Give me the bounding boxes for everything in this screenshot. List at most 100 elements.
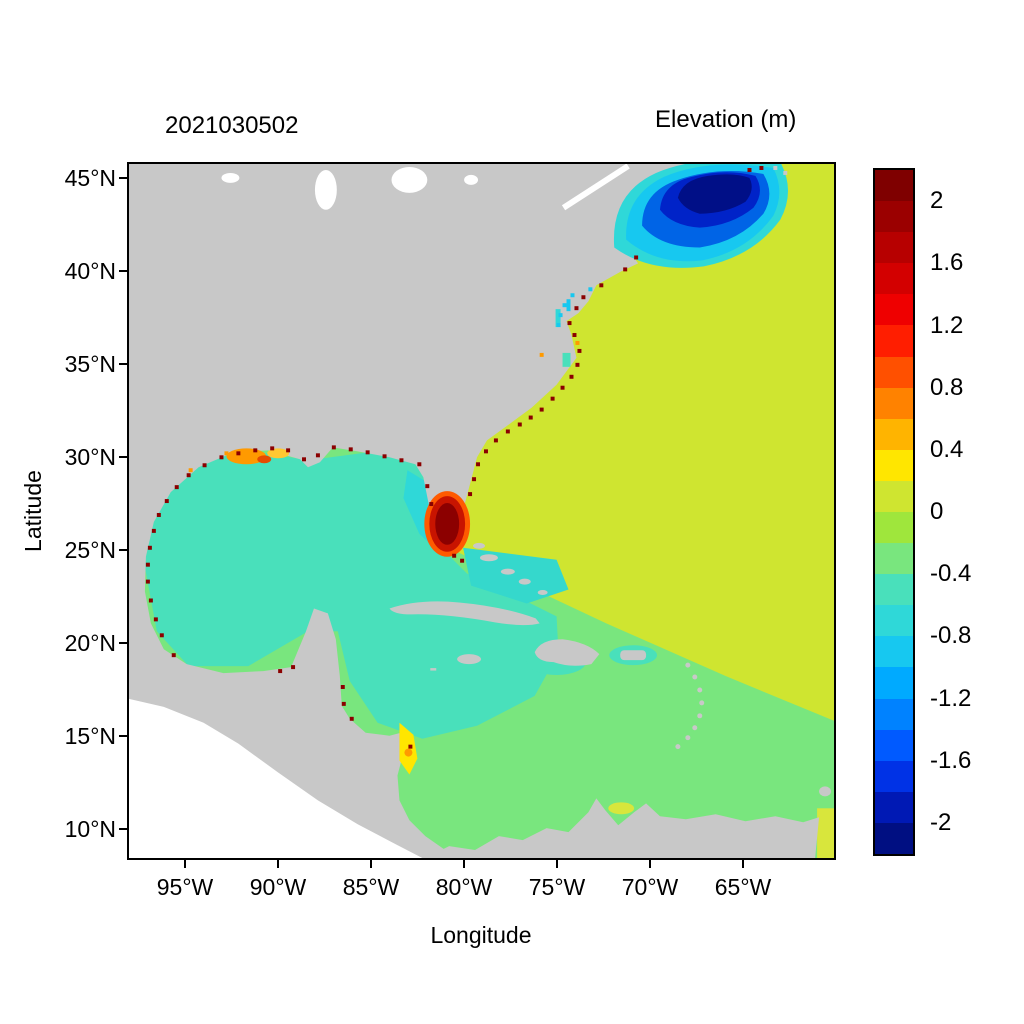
darkred-coastal-speck [186,473,191,478]
lesser-antilles-arc [675,662,705,750]
x-tick-mark [184,860,186,868]
x-tick-mark [649,860,651,868]
y-tick-mark [119,642,127,644]
colorbar-band [875,791,913,824]
colorbar-band [875,698,913,731]
maine-blob-deep [677,174,752,214]
colorbar-label: -1.6 [930,746,972,774]
darkred-coastal-speck [291,665,296,670]
orange-coastal-speck [188,468,193,473]
water-bahamas-banks [463,547,569,604]
darkred-coastal-speck [460,558,465,563]
gray-coastal-speck [773,165,778,170]
darkred-coastal-speck [174,485,179,490]
darkred-coastal-speck [550,396,555,401]
orange-coastal-speck [575,340,580,345]
colorbar-band [875,574,913,606]
colorbar-band [875,667,913,700]
colorbar-band [875,263,913,295]
y-tick-label: 25°N [64,537,116,563]
darkred-coastal-speck [253,448,258,453]
darkred-coastal-speck [145,579,150,584]
lesser-antilles-island [692,674,698,680]
island-cayman [430,668,437,671]
colorbar-band [875,325,913,358]
water-venezuela-edge [817,808,834,858]
x-tick-label: 65°W [714,874,772,900]
island-bahamas-5 [537,590,548,596]
florida-blob-core [435,503,460,545]
land-south-america [425,798,820,858]
darkred-coastal-speck [569,374,574,379]
y-tick-mark [119,270,127,272]
x-tick-label: 80°W [435,874,493,900]
pamlico-sound-patch [562,352,571,367]
darkred-coastal-speck [340,684,345,689]
darkred-coastal-speck [348,447,353,452]
lesser-antilles-island [685,735,691,741]
darkred-coastal-speck [147,545,152,550]
darkred-coastal-speck [399,458,404,463]
colorbar-band [875,294,913,327]
colorbar-band [875,605,913,637]
darkred-coastal-speck [164,499,169,504]
island-hispaniola [534,639,600,666]
lake-michigan [314,169,337,210]
y-tick-label: 40°N [64,258,116,284]
lesser-antilles-island [699,700,705,706]
darkred-coastal-speck [341,701,346,706]
x-tick-label: 75°W [528,874,586,900]
x-tick-label: 70°W [621,874,679,900]
island-bahamas-3 [518,578,531,585]
darkred-coastal-speck [528,415,533,420]
darkred-coastal-speck [151,528,156,533]
x-axis-title: Longitude [430,922,532,948]
lesser-antilles-island [692,725,698,731]
darkred-coastal-speck [574,306,579,311]
island-puerto-rico [620,650,647,661]
y-tick-label: 45°N [64,165,116,191]
island-cuba [389,601,540,626]
lake-ontario [464,174,479,185]
colorbar-label: -0.8 [930,622,972,650]
island-bahamas-4 [473,542,485,549]
y-tick-label: 20°N [64,630,116,656]
colorbar-band [875,512,913,544]
plot-date-title: 2021030502 [165,112,299,139]
coastline-specks [145,165,788,749]
lesser-antilles-island [697,687,703,693]
x-tick-label: 90°W [249,874,307,900]
lesser-antilles-island [685,662,691,668]
darkred-coastal-speck [452,553,457,558]
cyan-coastal-speck [570,293,575,298]
y-tick-label: 30°N [64,444,116,470]
darkred-coastal-speck [153,617,158,622]
darkred-coastal-speck [286,448,291,453]
nicaragua-orange-dot [404,748,413,757]
colorbar-band [875,480,913,513]
darkred-coastal-speck [425,484,430,489]
island-bahamas-2 [500,568,515,575]
chesapeake-bay-patch [555,309,561,328]
orange-coastal-speck [539,352,544,357]
darkred-coastal-speck [382,454,387,459]
colorbar-label: -2 [930,808,952,836]
darkred-coastal-speck [634,255,639,260]
colorbar-band [875,170,913,202]
darkred-coastal-speck [417,462,422,467]
colorbar-label: 0.8 [930,373,964,401]
colorbar-band [875,418,913,451]
y-tick-mark [119,177,127,179]
y-tick-label: 15°N [64,723,116,749]
maracaibo-yellow-patch [608,802,635,815]
y-tick-label: 10°N [64,816,116,842]
orange-coastal-speck [224,451,229,456]
darkred-coastal-speck [572,333,577,338]
darkred-coastal-speck [517,422,522,427]
colorbar-label: -1.2 [930,684,972,712]
x-tick-mark [370,860,372,868]
mississippi-orange-patch [267,448,290,459]
darkred-coastal-speck [236,451,241,456]
darkred-coastal-speck [747,167,752,172]
